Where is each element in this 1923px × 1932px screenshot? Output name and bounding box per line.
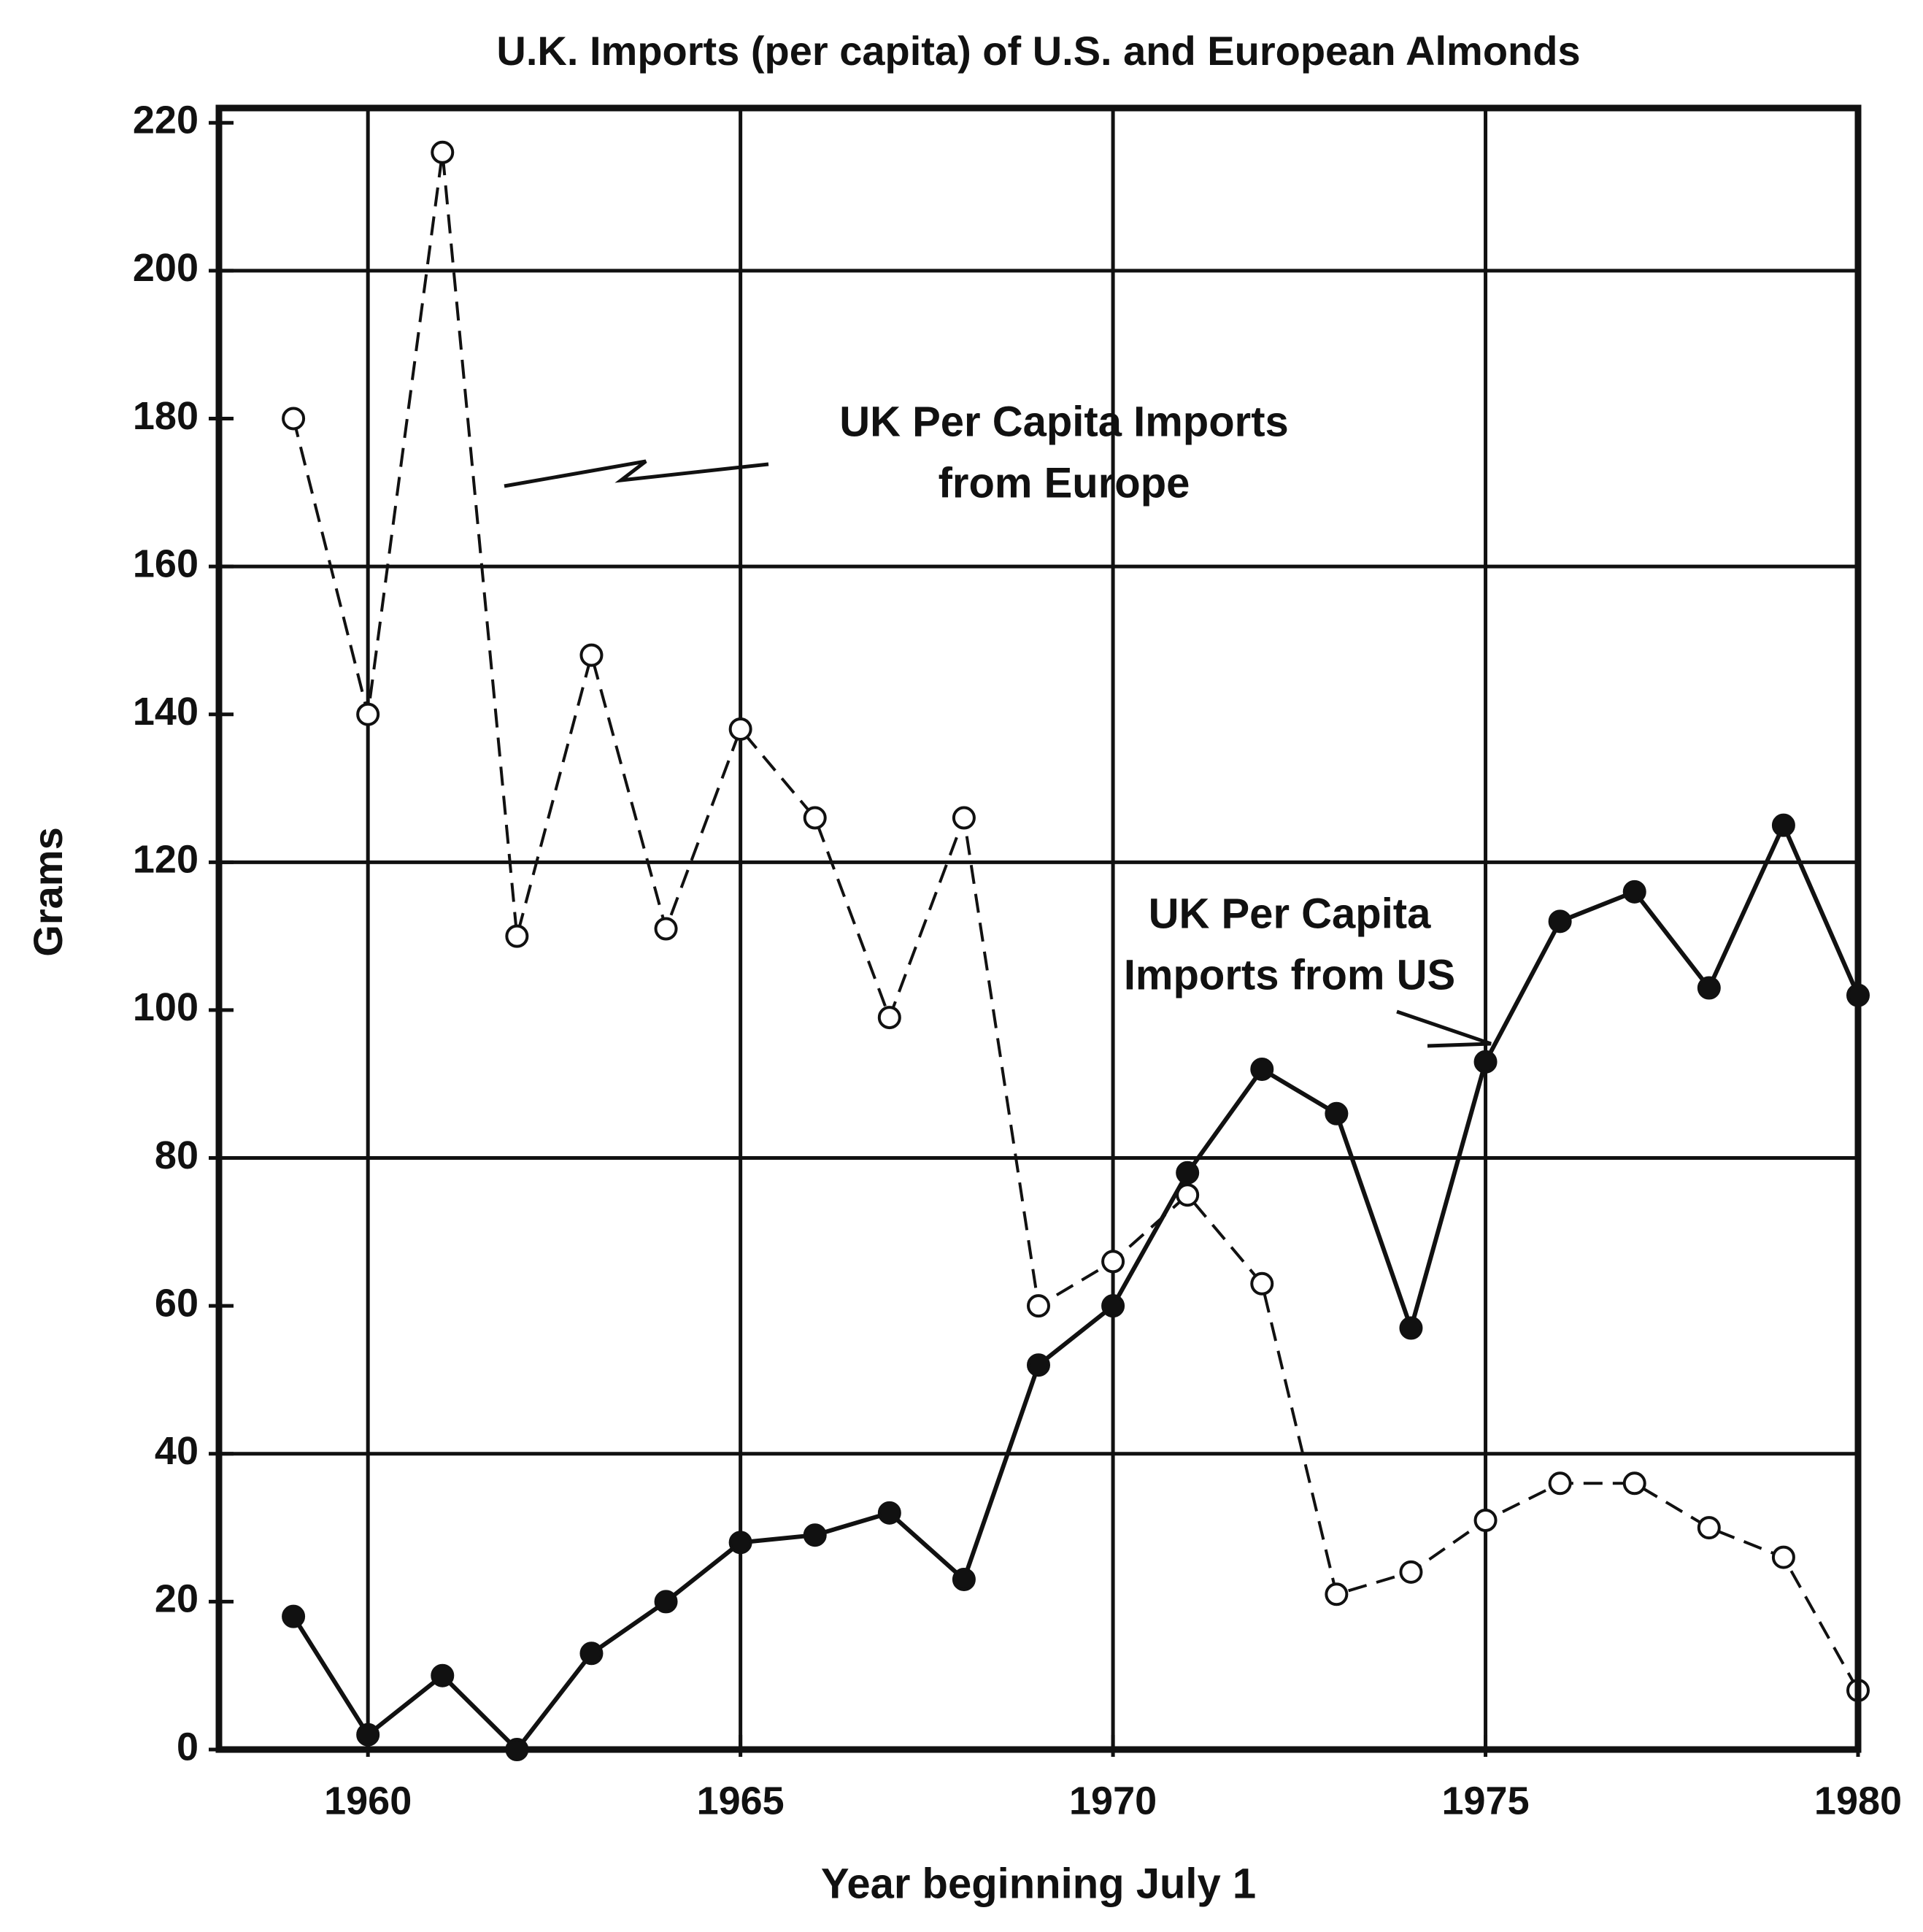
series-label: UK Per Capita xyxy=(1149,890,1432,937)
point xyxy=(877,1501,901,1525)
series-label: from Europe xyxy=(939,459,1190,507)
y-tick-label: 20 xyxy=(155,1577,199,1621)
point xyxy=(1399,1316,1423,1340)
point xyxy=(1027,1294,1050,1318)
point xyxy=(1771,1545,1795,1569)
point xyxy=(1697,976,1721,1000)
x-tick-label: 1960 xyxy=(324,1779,412,1823)
y-tick-label: 80 xyxy=(155,1134,199,1177)
point xyxy=(1325,1582,1349,1606)
y-tick-label: 0 xyxy=(177,1725,199,1769)
point xyxy=(654,917,678,941)
plot-frame xyxy=(215,104,1862,1753)
annotation-arrow xyxy=(1396,1009,1492,1048)
chart-title: U.K. Imports (per capita) of U.S. and Eu… xyxy=(496,28,1580,74)
x-axis-label: Year beginning July 1 xyxy=(821,1860,1256,1907)
point xyxy=(431,1663,455,1687)
point xyxy=(1101,1250,1125,1274)
series-line xyxy=(291,820,1860,1753)
y-tick-label: 180 xyxy=(133,394,199,438)
point xyxy=(356,702,380,726)
y-tick-label: 140 xyxy=(133,690,199,734)
point xyxy=(579,1642,604,1666)
point xyxy=(282,407,306,431)
x-tick-label: 1970 xyxy=(1069,1779,1157,1823)
point xyxy=(1399,1560,1423,1584)
y-tick-label: 40 xyxy=(155,1429,199,1473)
point xyxy=(1548,909,1572,934)
point xyxy=(282,1604,306,1628)
point xyxy=(877,1006,901,1030)
point xyxy=(1622,1471,1646,1496)
point xyxy=(1622,880,1646,904)
point xyxy=(1027,1353,1050,1377)
x-tick-label: 1980 xyxy=(1814,1779,1902,1823)
series-line xyxy=(292,152,1860,1691)
point xyxy=(1697,1516,1721,1540)
point xyxy=(1548,1471,1572,1496)
ticks: 0 20 40 60 80 100 120 140 160 180 200 220 1960 1965 19… xyxy=(133,99,1902,1823)
point xyxy=(579,643,604,667)
point xyxy=(1771,813,1795,837)
y-tick-label: 60 xyxy=(155,1281,199,1325)
point xyxy=(505,924,529,948)
point xyxy=(952,1567,976,1591)
point xyxy=(1473,1050,1498,1074)
point xyxy=(1325,1101,1349,1125)
y-tick-label: 120 xyxy=(133,838,199,882)
annotation-arrow xyxy=(504,459,769,488)
point xyxy=(803,806,827,830)
y-tick-label: 160 xyxy=(133,542,199,585)
y-axis-label: Grams xyxy=(25,827,71,956)
x-tick-label: 1975 xyxy=(1441,1779,1529,1823)
point xyxy=(1250,1057,1274,1081)
point xyxy=(431,140,455,164)
point xyxy=(356,1723,380,1747)
point xyxy=(654,1590,678,1614)
point xyxy=(1101,1294,1125,1318)
series: UK Per Capita Imports from Europe UK Per C… xyxy=(282,140,1870,1761)
y-tick-label: 100 xyxy=(133,985,199,1029)
series-label: Imports from US xyxy=(1124,951,1455,998)
point xyxy=(728,1531,752,1555)
y-tick-label: 220 xyxy=(133,99,199,142)
point xyxy=(1473,1508,1498,1532)
point xyxy=(803,1523,827,1547)
y-tick-label: 200 xyxy=(133,246,199,290)
x-tick-label: 1965 xyxy=(697,1779,785,1823)
series-label: UK Per Capita Imports xyxy=(839,398,1289,445)
point xyxy=(1250,1271,1274,1296)
point xyxy=(952,806,976,830)
grid xyxy=(219,108,1858,1750)
point xyxy=(1176,1161,1200,1185)
point xyxy=(728,717,752,741)
